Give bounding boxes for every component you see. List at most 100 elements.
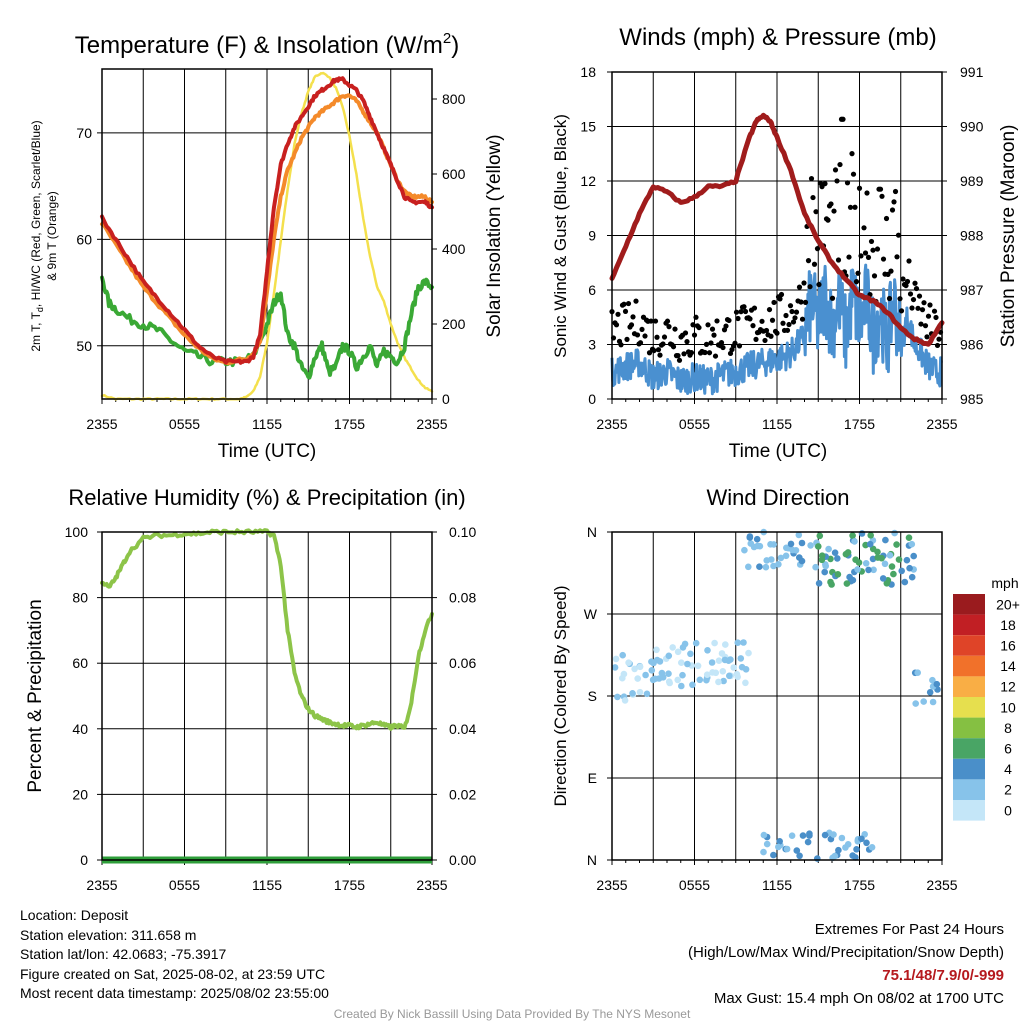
gust-point	[822, 181, 828, 187]
direction-point	[763, 557, 770, 564]
direction-point	[821, 831, 829, 839]
gust-point	[808, 175, 815, 182]
direction-point	[825, 545, 832, 553]
legend-label: 6	[1004, 741, 1012, 757]
gust-point	[630, 314, 636, 320]
direction-point	[678, 682, 685, 690]
direction-point	[674, 648, 682, 656]
gust-point	[732, 340, 738, 346]
legend-label: 14	[1000, 658, 1016, 674]
direction-point	[879, 575, 887, 582]
y-tick-right-label: 987	[960, 282, 984, 298]
chart-title: Winds (mph) & Pressure (mb)	[619, 24, 936, 51]
gust-point	[850, 171, 857, 177]
gust-point	[835, 257, 842, 263]
direction-point	[666, 679, 673, 687]
x-axis-label: Time (UTC)	[218, 441, 317, 462]
gust-point	[780, 320, 786, 326]
direction-point	[814, 855, 821, 862]
legend-swatch	[953, 800, 985, 821]
gust-point	[768, 333, 774, 339]
gust-point	[936, 336, 942, 342]
gust-point	[660, 341, 666, 347]
y-axis-label: Direction (Colored By Speed)	[551, 585, 570, 806]
gust-point	[816, 281, 822, 288]
legend-swatch	[953, 779, 985, 800]
gust-point	[648, 318, 654, 324]
gust-point	[900, 276, 906, 282]
legend-label: 4	[1004, 761, 1012, 777]
x-tick-label: 1755	[844, 877, 875, 893]
direction-point	[849, 852, 856, 859]
gust-point	[847, 204, 854, 210]
speed-legend: mph 20+ 18 16 14 12 10 8 6 4 2 0	[953, 575, 1020, 821]
gust-point	[723, 323, 729, 329]
gust-point	[759, 318, 765, 324]
direction-point	[926, 689, 934, 696]
direction-point	[912, 700, 919, 707]
direction-point	[827, 578, 834, 586]
direction-point	[689, 681, 696, 689]
y-tick-right-label: 0	[442, 391, 450, 407]
y-tick-label: 70	[76, 125, 92, 141]
direction-point	[883, 580, 891, 587]
x-tick-label: 1755	[334, 416, 365, 432]
gust-point	[897, 296, 903, 302]
gust-point	[922, 323, 929, 329]
gust-point	[747, 316, 753, 322]
gust-point	[618, 342, 624, 348]
gust-point	[696, 324, 702, 331]
chart-title: Relative Humidity (%) & Precipitation (i…	[68, 485, 465, 510]
direction-point	[715, 657, 723, 664]
gust-point	[811, 261, 818, 267]
direction-point	[792, 547, 800, 554]
legend-label: 8	[1004, 720, 1012, 736]
gust-point	[778, 291, 785, 298]
gust-point	[909, 305, 915, 311]
gust-point	[654, 334, 660, 340]
gust-point	[769, 317, 776, 323]
y-tick-label: 18	[580, 64, 596, 80]
gust-point	[868, 238, 875, 245]
y-tick-label: 3	[588, 337, 596, 353]
direction-point	[908, 540, 916, 548]
panel-2: 2355 0555 1155 1755 235503691215189859869879…	[551, 24, 1019, 462]
legend-swatch	[953, 717, 985, 739]
direction-point	[650, 659, 657, 667]
direction-point	[734, 673, 741, 681]
direction-point	[643, 690, 651, 698]
y-tick-right-label: 200	[442, 316, 466, 332]
direction-point	[905, 534, 913, 541]
gust-point	[810, 194, 816, 201]
legend-label: 20+	[996, 596, 1020, 612]
gust-point	[750, 323, 756, 329]
direction-point	[770, 541, 778, 548]
direction-point	[712, 669, 720, 677]
gust-point	[919, 307, 926, 313]
direction-point	[866, 540, 874, 548]
direction-point	[745, 563, 752, 571]
gust-point	[738, 309, 744, 315]
gust-point	[672, 326, 678, 332]
temp-2m-line	[100, 76, 434, 365]
legend-swatch	[953, 738, 985, 759]
direction-point	[718, 650, 726, 657]
direction-point	[692, 639, 700, 647]
gust-point	[742, 308, 749, 315]
direction-point	[715, 678, 722, 686]
legend-label: 0	[1004, 802, 1012, 818]
x-tick-label: 1155	[762, 416, 792, 432]
gust-point	[856, 185, 863, 191]
direction-point	[929, 676, 936, 684]
gust-point	[924, 334, 930, 340]
gust-point	[666, 324, 672, 330]
gust-point	[801, 280, 807, 286]
direction-point	[636, 688, 644, 696]
x-tick-label: 0555	[169, 877, 200, 893]
direction-point	[636, 663, 644, 671]
gust-point	[807, 284, 813, 290]
gust-point	[771, 299, 777, 306]
pressure-line	[609, 112, 945, 347]
gust-point	[933, 314, 939, 321]
gust-point	[652, 318, 659, 324]
